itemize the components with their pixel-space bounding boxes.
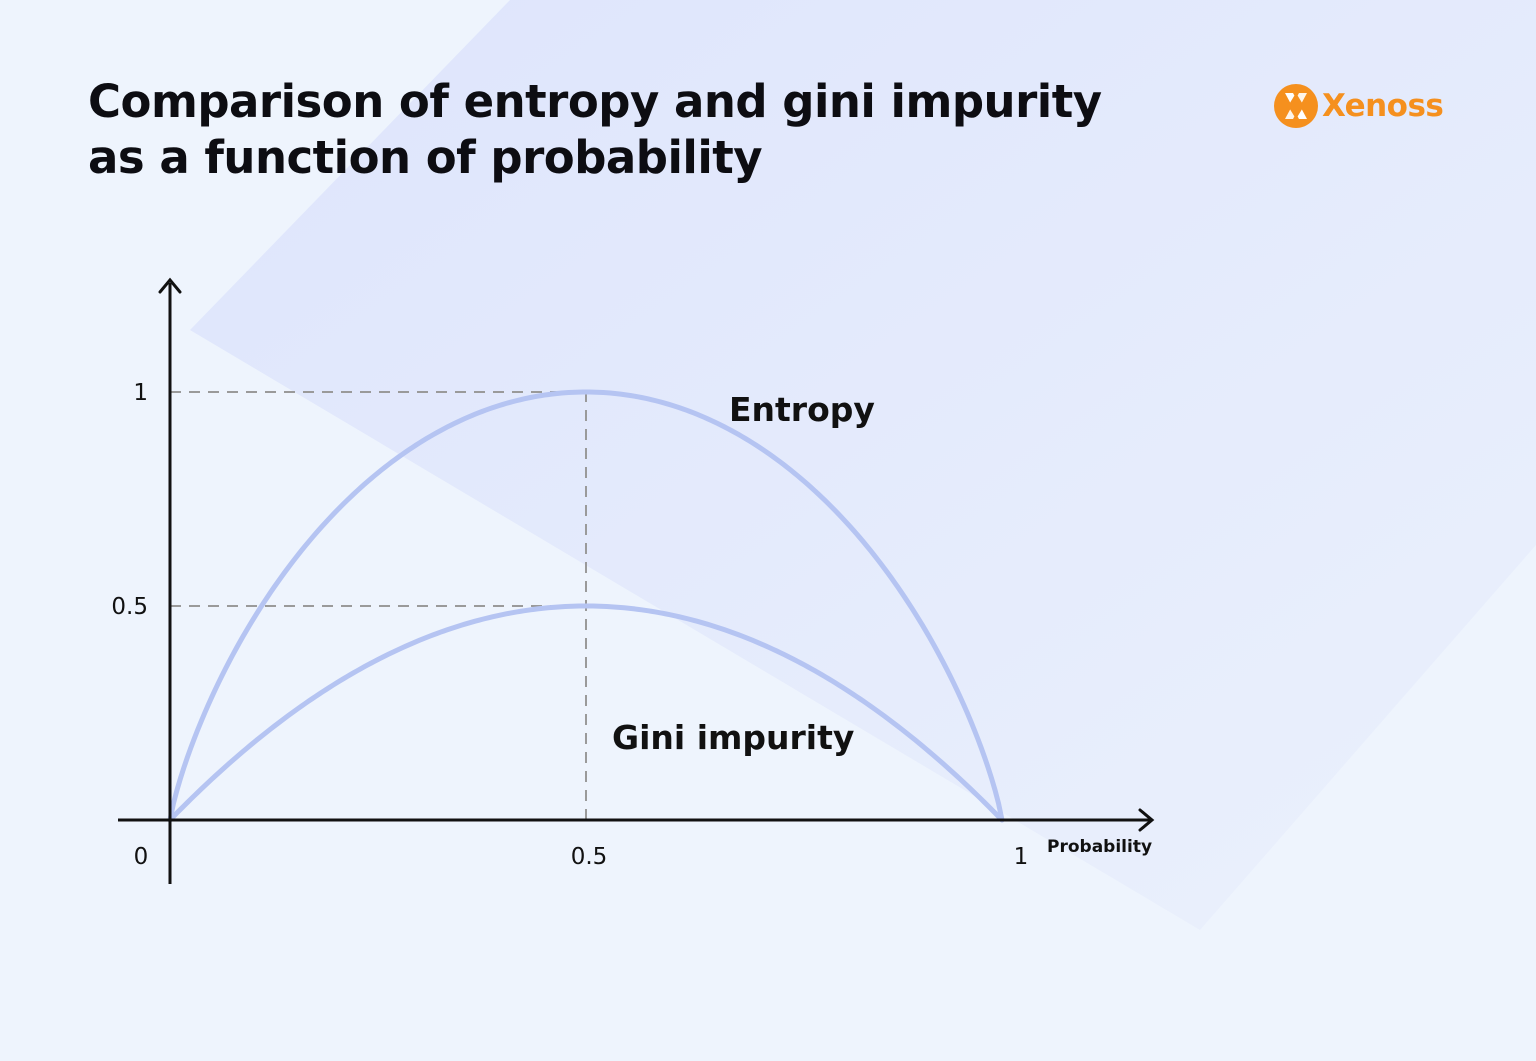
entropy-curve bbox=[167, 389, 1005, 823]
x-axis-arrow bbox=[1138, 808, 1155, 832]
xenoss-logo-icon bbox=[1274, 84, 1318, 128]
x-tick-label: 0 bbox=[134, 844, 149, 870]
y-tick-label: 0.5 bbox=[111, 594, 148, 620]
gini-impurity-label: Gini impurity bbox=[612, 718, 854, 757]
logo-text: Xenoss bbox=[1322, 88, 1444, 124]
chart-title-line-2: as a function of probability bbox=[88, 131, 763, 184]
x-axis-label: Probability bbox=[1047, 837, 1152, 857]
x-tick-label: 0.5 bbox=[571, 844, 608, 870]
xenoss-logo[interactable]: Xenoss bbox=[1272, 82, 1444, 130]
gini-impurity-curve bbox=[167, 603, 1005, 823]
y-axis-arrow bbox=[158, 277, 182, 294]
chart-title-line-1: Comparison of entropy and gini impurity bbox=[88, 75, 1102, 128]
y-tick-label: 1 bbox=[133, 380, 148, 406]
entropy-label: Entropy bbox=[729, 390, 875, 429]
x-tick-label: 1 bbox=[1014, 844, 1029, 870]
chart-title: Comparison of entropy and gini impurity … bbox=[88, 74, 1102, 186]
